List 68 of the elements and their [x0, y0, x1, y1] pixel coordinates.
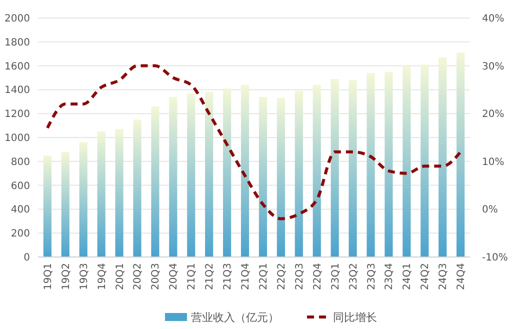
- x-tick-label: 21Q2: [204, 263, 216, 290]
- bar: [438, 57, 447, 257]
- bar: [456, 52, 465, 257]
- bar: [61, 152, 70, 257]
- bar: [133, 120, 142, 257]
- x-tick-label: 21Q1: [186, 263, 198, 290]
- y-tick-label: 1800: [4, 37, 30, 48]
- bar: [402, 66, 411, 257]
- y2-tick-label: 20%: [482, 109, 504, 120]
- x-tick-label: 20Q2: [132, 263, 144, 290]
- y-tick-label: 2000: [4, 14, 30, 24]
- x-tick-label: 19Q1: [42, 263, 54, 290]
- bar: [276, 98, 285, 257]
- y2-tick-label: 10%: [482, 156, 504, 168]
- x-tick-label: 22Q2: [276, 263, 288, 290]
- bar: [330, 78, 339, 257]
- x-tick-label: 19Q4: [96, 263, 108, 290]
- x-tick-label: 23Q3: [366, 263, 378, 290]
- x-tick-label: 22Q3: [294, 263, 306, 290]
- bar: [240, 84, 250, 257]
- bar: [79, 142, 88, 257]
- y-tick-label: 800: [10, 156, 30, 168]
- bar: [187, 93, 196, 257]
- bar: [151, 106, 160, 257]
- legend-label: 营业收入（亿元）: [191, 310, 279, 324]
- y-tick-label: 200: [10, 228, 30, 240]
- bar: [312, 84, 321, 257]
- x-tick-label: 19Q3: [78, 263, 90, 290]
- bar: [223, 88, 232, 257]
- bar: [258, 96, 268, 257]
- y-tick-label: 0: [24, 252, 30, 264]
- bar: [294, 90, 303, 257]
- bar: [420, 64, 429, 257]
- legend-label: 同比增长: [333, 310, 377, 324]
- y2-tick-label: 40%: [482, 14, 504, 24]
- bar: [205, 92, 214, 257]
- y-tick-label: 1600: [4, 61, 30, 72]
- x-tick-label: 22Q4: [312, 263, 324, 290]
- y-tick-label: 400: [10, 204, 30, 216]
- y2-tick-label: 30%: [482, 61, 504, 72]
- line-series: [46, 64, 462, 220]
- x-tick-label: 20Q4: [168, 263, 180, 290]
- x-tick-label: 24Q4: [456, 263, 468, 290]
- bar: [348, 80, 357, 257]
- bar: [97, 132, 106, 257]
- bar: [366, 72, 375, 257]
- y-tick-label: 1400: [4, 85, 30, 96]
- x-tick-label: 23Q1: [330, 263, 342, 290]
- y2-tick-label: -10%: [482, 252, 508, 264]
- bar: [115, 129, 124, 257]
- x-tick-label: 22Q1: [258, 263, 270, 290]
- x-tick-label: 21Q4: [240, 263, 252, 290]
- x-tick-label: 23Q4: [384, 263, 396, 290]
- x-tick-label: 21Q3: [222, 263, 234, 290]
- x-tick-label: 20Q3: [150, 263, 162, 290]
- y-tick-label: 1200: [4, 109, 30, 120]
- x-tick-label: 24Q3: [438, 263, 450, 290]
- y2-tick-label: 0%: [482, 204, 498, 216]
- x-tick-label: 20Q1: [114, 263, 126, 290]
- bar: [43, 155, 52, 257]
- x-tick-label: 19Q2: [60, 263, 72, 290]
- x-tick-label: 24Q2: [420, 263, 432, 290]
- x-tick-label: 24Q1: [402, 263, 414, 290]
- y-tick-label: 600: [10, 180, 30, 192]
- bar: [384, 72, 393, 257]
- y-tick-label: 1000: [4, 133, 30, 144]
- x-tick-label: 23Q2: [348, 263, 360, 290]
- bar: [169, 96, 178, 257]
